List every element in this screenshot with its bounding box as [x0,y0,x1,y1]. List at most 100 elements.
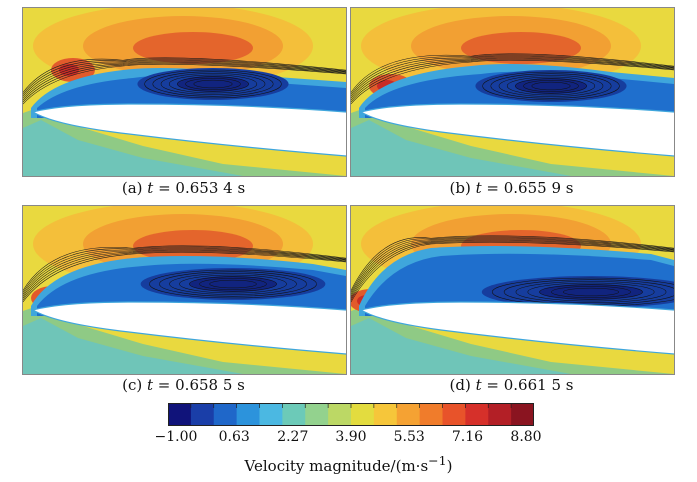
airfoil-upper-edge [32,301,346,311]
colorbar [168,403,534,426]
streamline [23,62,346,103]
streamline [23,61,346,101]
streamline [351,237,674,295]
colorbar-segment [259,403,283,426]
airfoil-lower-edge [32,309,346,355]
vortex-streamline [523,80,579,92]
airfoil-upper-edge [360,301,674,311]
streamline [23,57,346,93]
colorbar-segment [373,403,398,426]
streamline [351,59,674,105]
vortex-streamline [199,278,267,290]
vortex-streamline [144,69,282,99]
panel-a [22,7,347,177]
streamline [23,250,346,301]
colorbar-tick-label: 3.90 [335,429,367,445]
vortex-streamline [149,269,317,299]
streamline [23,245,346,291]
colorbar-segment [488,403,512,426]
caption-a: (a) t = 0.653 4 s [121,179,246,197]
streamline [351,54,674,95]
caption-c: (c) t = 0.658 5 s [122,376,245,394]
vortex-streamline [185,78,241,90]
vortex-streamline [527,282,655,302]
vortex-streamline [531,81,571,91]
colorbar-segment [465,403,489,426]
colorbar-tick-label: 7.16 [451,429,484,445]
streamline [351,239,674,299]
airfoil [361,104,674,156]
colorbar-title: Velocity magnitude/(m·s−1) [244,453,453,475]
caption-b: (b) t = 0.655 9 s [449,179,574,197]
streamline [351,57,674,101]
lower-field-cyan [351,318,571,374]
vortex-streamline [515,281,667,303]
streamline [351,236,674,293]
vortex-streamline [179,274,287,294]
leading-edge-peak-core [59,64,79,76]
colorbar-segment [236,403,261,426]
colorbar-tick-label: −1.00 [154,429,198,445]
vortex-streamline [177,76,249,92]
vortex-streamline [193,79,233,89]
vortex-streamline [490,73,612,99]
streamline [351,53,674,93]
flow-field-d [351,206,674,374]
vortex-streamline [498,75,604,97]
colorbar-tick-label: 2.27 [277,429,309,445]
caption-d: (d) t = 0.661 5 s [449,376,574,394]
streamline [23,251,346,303]
panel-b [350,7,675,177]
panel-c [22,205,347,375]
streamline [23,249,346,299]
streamline [351,235,674,291]
colorbar-segment [351,403,375,426]
colorbar-segment [511,403,534,426]
colorbar-segment [328,403,352,426]
streamline [351,55,674,97]
vortex-streamline [503,279,674,305]
vortex-streamline [159,271,307,297]
streamline [23,247,346,295]
vortex-streamline [551,286,631,298]
vortex-streamline [563,287,619,297]
vortex-streamline [539,284,643,300]
colorbar-tick-label: 0.63 [218,429,250,445]
colorbar-tick-label: 8.80 [510,429,542,445]
vortex-streamline [168,74,258,94]
colorbar-tick-label: 5.53 [393,429,425,445]
airfoil-lower-edge [360,111,674,157]
vortex-streamline [169,273,297,295]
lower-field-cyan [23,120,243,176]
vortex-streamline [152,71,274,97]
airfoil [33,302,346,354]
streamline [23,63,346,105]
streamline [23,246,346,293]
airfoil-lower-edge [360,309,674,355]
flow-field-a [23,8,346,176]
colorbar-segment [168,403,192,426]
airfoil-upper-edge [32,103,346,113]
streamline [351,240,674,301]
colorbar-segment [282,403,306,426]
colorbar-segment [190,403,215,426]
vortex-streamline [189,276,277,292]
vortex-streamline [209,279,257,289]
vortex-streamline [482,71,620,101]
streamline [351,241,674,303]
lower-field-cyan [351,120,571,176]
colorbar-segment [396,403,421,426]
airfoil [361,302,674,354]
lower-field-cyan [23,318,243,374]
streamline [351,238,674,297]
streamline [23,60,346,99]
colorbar-segment [305,403,329,426]
airfoil [33,104,346,156]
upper-field-red [133,32,253,64]
vortex-streamline [160,73,266,95]
colorbar-segment [213,403,238,426]
vortex-streamline [506,76,596,96]
streamline [23,59,346,97]
airfoil-upper-edge [360,103,674,113]
colorbar-segment [442,403,466,426]
